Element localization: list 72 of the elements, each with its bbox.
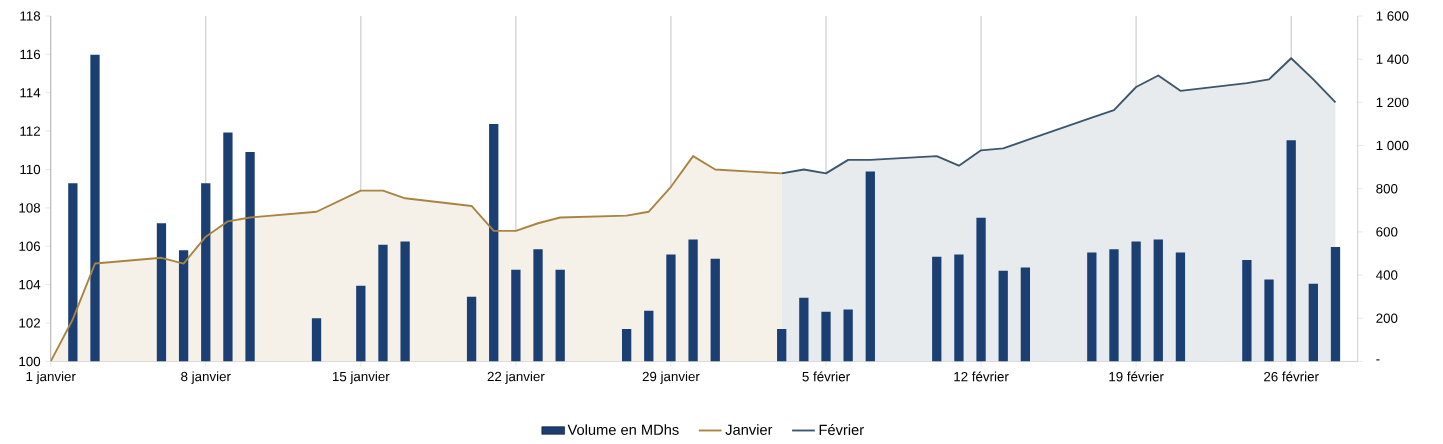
bar	[688, 239, 698, 362]
x-tick-label: 5 février	[802, 371, 850, 382]
y2-tick-label: 1 600	[1376, 11, 1409, 21]
y-tick-label: 110	[20, 164, 41, 175]
y2-tick-label: 1 200	[1376, 97, 1409, 108]
bar	[1286, 140, 1296, 362]
x-tick-label: 8 janvier	[181, 371, 231, 384]
bar	[954, 254, 964, 362]
legend-label: Janvier	[725, 424, 773, 435]
bar	[1330, 246, 1341, 362]
bar	[1242, 259, 1252, 362]
y-tick-label: 104	[19, 279, 41, 290]
bar	[1175, 252, 1186, 362]
x-tick-label: 19 février	[1109, 371, 1164, 382]
bar	[998, 270, 1008, 362]
y-tick-label: 118	[20, 11, 41, 21]
x-tick-label: 1 janvier	[26, 371, 76, 384]
bar	[932, 256, 942, 362]
y-tick-label: 100	[19, 356, 41, 367]
y-tick-label: 108	[19, 203, 41, 213]
bar	[311, 318, 322, 362]
bar	[1308, 283, 1318, 362]
bar	[1109, 249, 1119, 362]
bar	[976, 217, 986, 362]
bar	[156, 223, 167, 362]
bar	[201, 183, 211, 362]
x-tick-label: 15 janvier	[332, 371, 390, 384]
x-tick-label: 22 janvier	[487, 371, 545, 384]
bar	[90, 54, 100, 362]
bar	[356, 285, 366, 362]
y2-tick-label: 1 400	[1376, 54, 1409, 64]
y2-tick-label: 1 000	[1376, 140, 1409, 151]
bar	[466, 296, 477, 362]
bar	[821, 311, 831, 362]
y-tick-label: 102	[19, 318, 40, 328]
legend-label: Volume en MDhs	[567, 424, 679, 435]
x-tick-label: 29 janvier	[642, 371, 700, 384]
bar	[1131, 241, 1141, 362]
legend-label: Février	[819, 424, 864, 435]
bar	[843, 309, 853, 362]
bar	[1020, 267, 1031, 362]
bar	[68, 183, 78, 362]
bar	[644, 310, 654, 362]
bar	[666, 254, 676, 362]
bar	[621, 328, 632, 362]
bar	[378, 244, 388, 362]
y2-tick-label: 400	[1376, 270, 1398, 280]
y-tick-label: 116	[20, 49, 41, 60]
bar	[865, 171, 875, 362]
bar	[1153, 239, 1163, 362]
bar	[511, 269, 521, 362]
bar	[489, 123, 499, 362]
x-tick-label: 26 février	[1264, 371, 1319, 382]
bar	[223, 132, 233, 362]
bar	[777, 328, 787, 362]
bar	[1087, 252, 1097, 362]
y-tick-label: 114	[20, 88, 41, 98]
y-tick-label: 106	[19, 241, 41, 251]
bar	[400, 241, 410, 362]
bar	[799, 297, 809, 362]
bar	[1264, 279, 1274, 362]
bar	[533, 249, 543, 362]
y2-tick-label: 600	[1376, 227, 1398, 237]
bar	[245, 151, 255, 362]
y2-tick-label: 800	[1376, 183, 1398, 194]
y-tick-label: 112	[20, 126, 40, 136]
y2-tick-label: -	[1376, 359, 1380, 361]
bar	[555, 269, 565, 362]
bar	[178, 250, 189, 362]
bar	[710, 258, 720, 362]
y2-tick-label: 200	[1376, 313, 1398, 323]
x-tick-label: 12 février	[954, 371, 1009, 382]
